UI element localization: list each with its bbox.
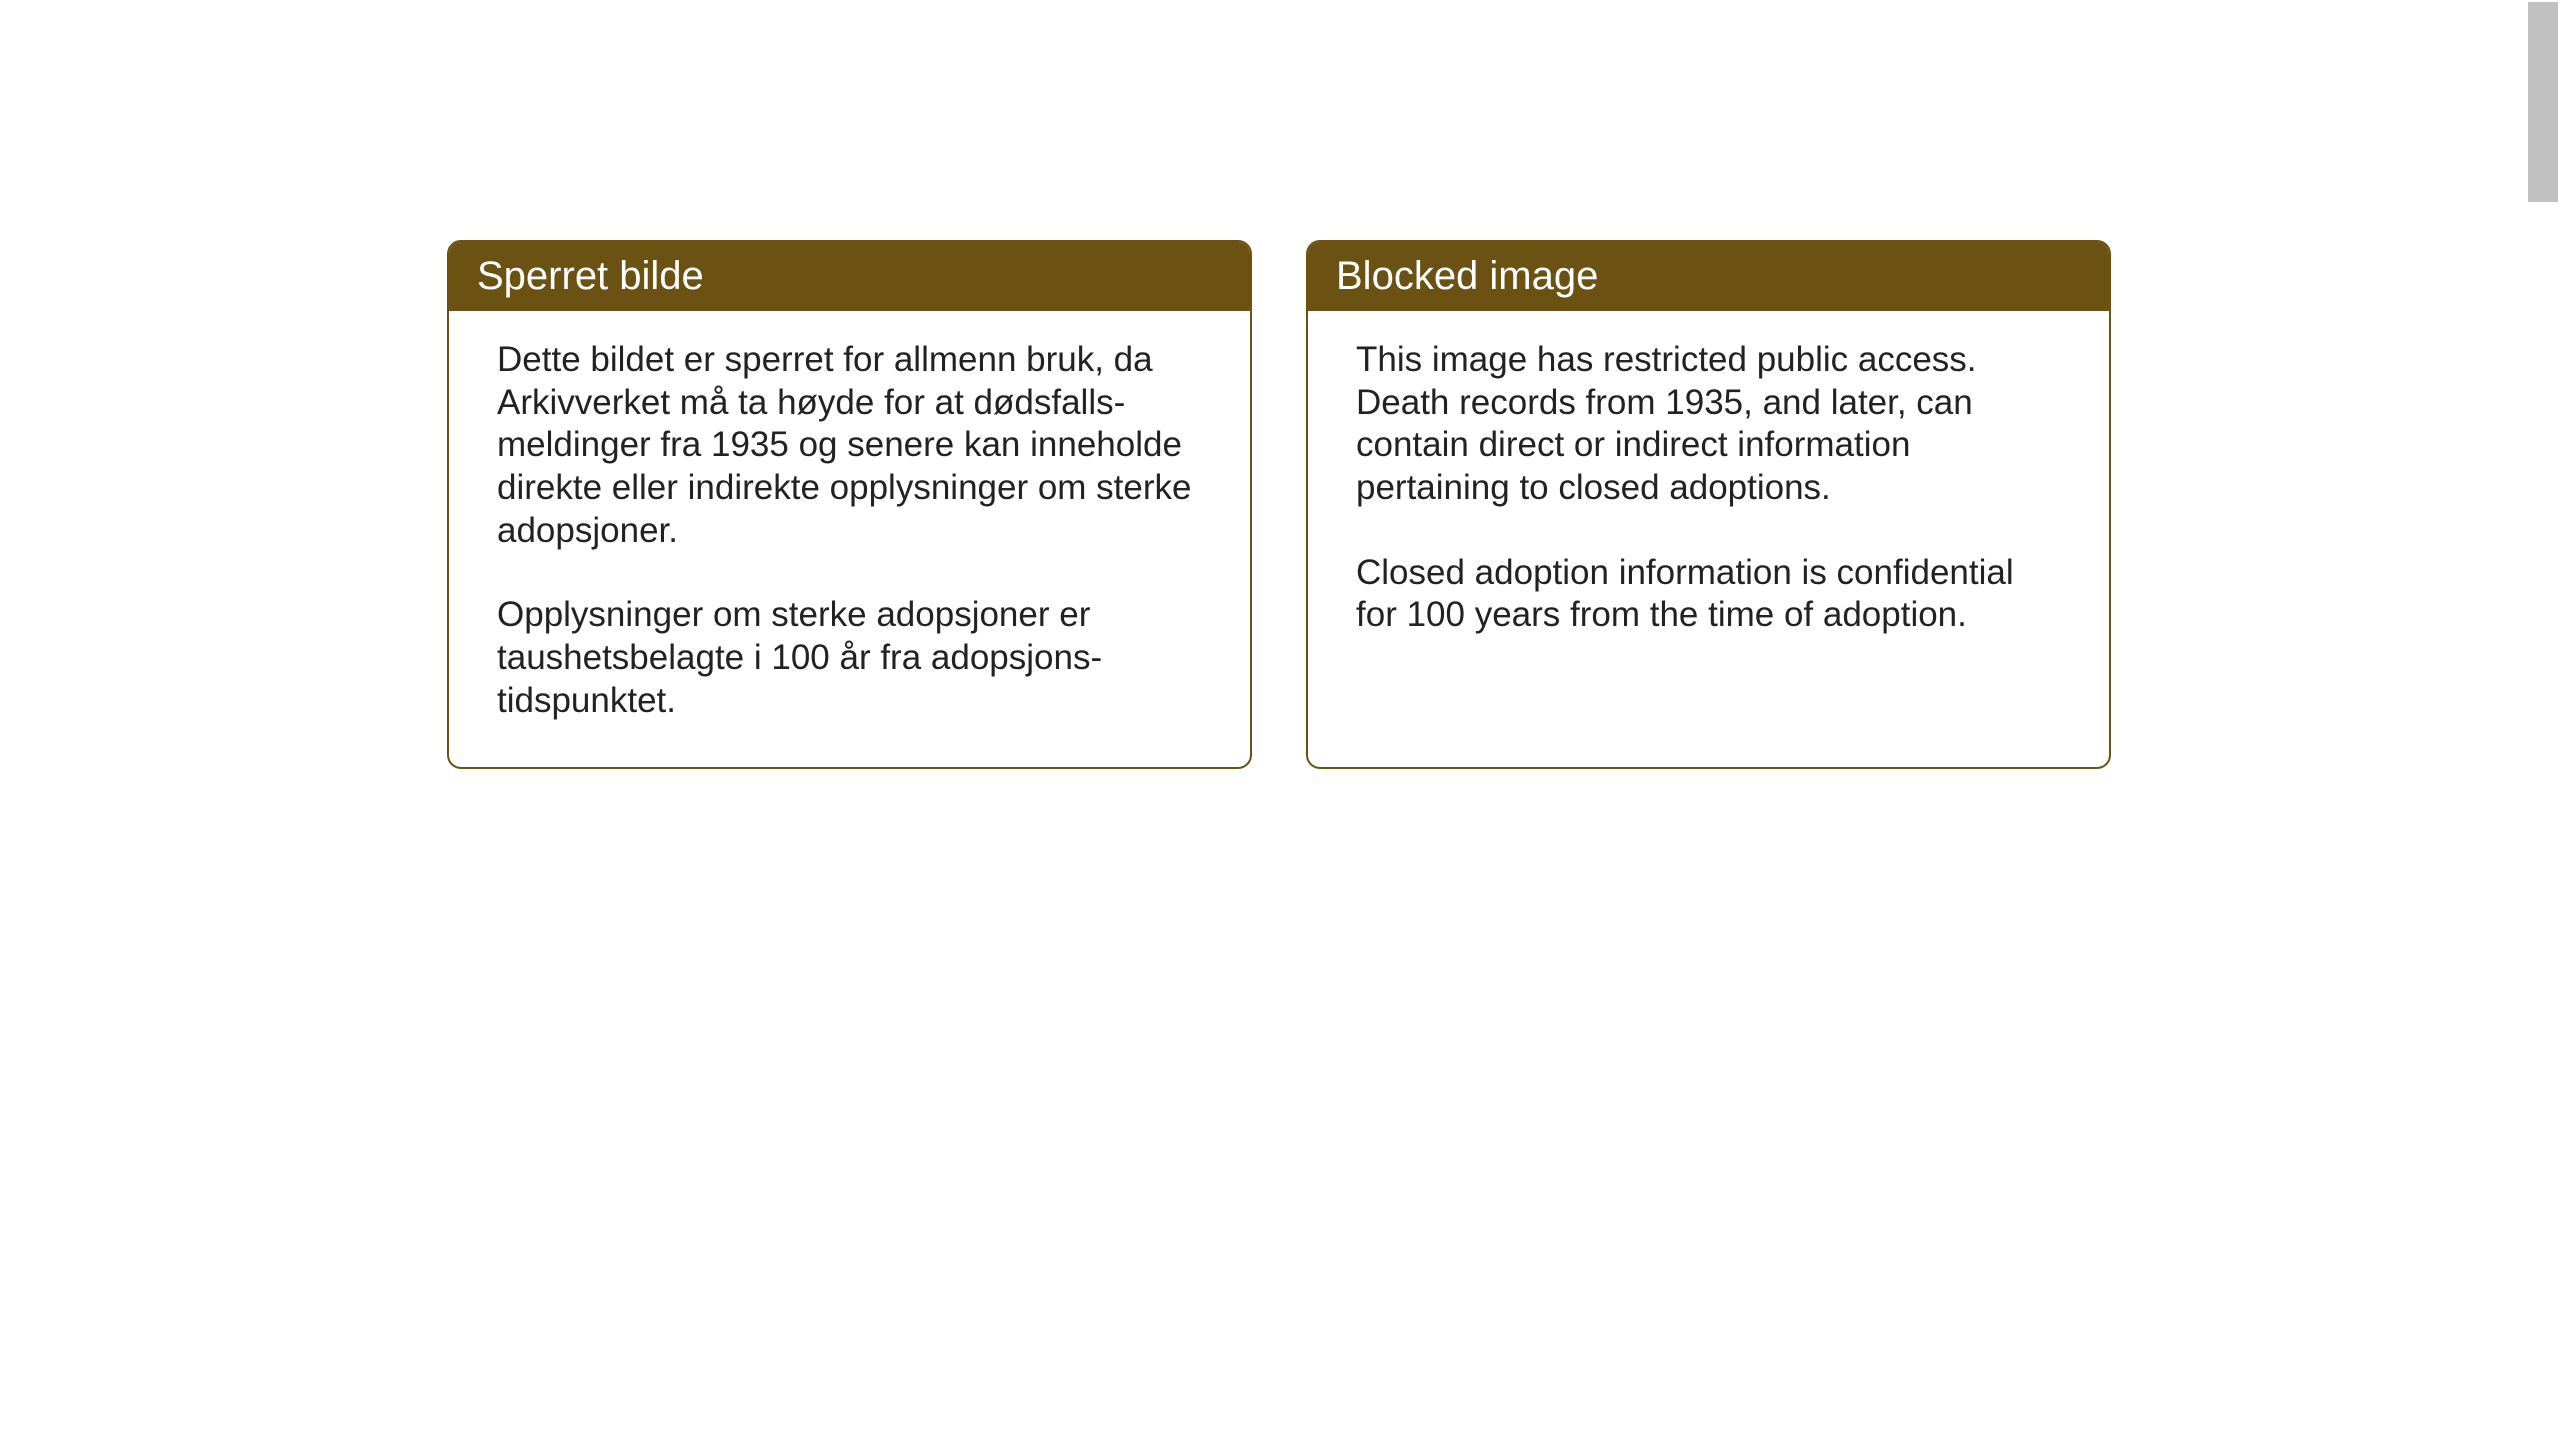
vertical-scrollbar[interactable] — [2528, 2, 2558, 202]
card-paragraph1-english: This image has restricted public access.… — [1356, 339, 2061, 510]
card-paragraph1-norwegian: Dette bildet er sperret for allmenn bruk… — [497, 339, 1202, 552]
card-paragraph2-norwegian: Opplysninger om sterke adopsjoner er tau… — [497, 594, 1202, 722]
card-body-norwegian: Dette bildet er sperret for allmenn bruk… — [449, 311, 1250, 767]
card-header-english: Blocked image — [1308, 242, 2109, 311]
card-title-norwegian: Sperret bilde — [477, 254, 704, 298]
card-paragraph2-english: Closed adoption information is confident… — [1356, 552, 2061, 637]
notice-card-english: Blocked image This image has restricted … — [1306, 240, 2111, 769]
notice-card-norwegian: Sperret bilde Dette bildet er sperret fo… — [447, 240, 1252, 769]
card-body-english: This image has restricted public access.… — [1308, 311, 2109, 681]
notice-container: Sperret bilde Dette bildet er sperret fo… — [447, 240, 2111, 769]
card-header-norwegian: Sperret bilde — [449, 242, 1250, 311]
card-title-english: Blocked image — [1336, 254, 1598, 298]
